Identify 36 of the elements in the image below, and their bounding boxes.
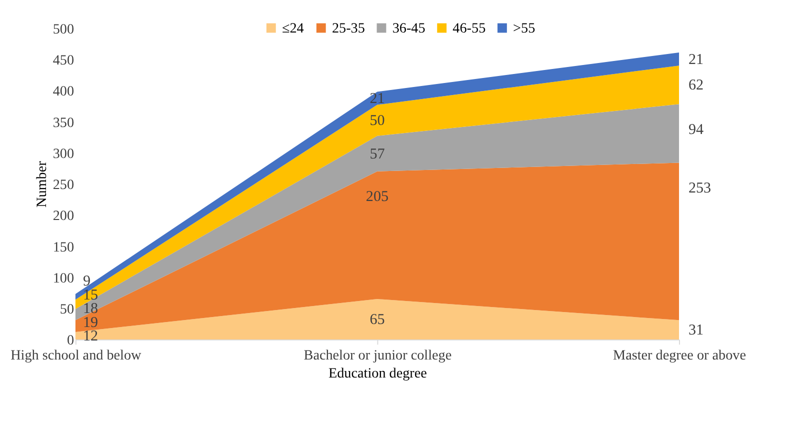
y-tick-label: 250 [52,177,74,194]
y-tick-label: 200 [52,208,74,224]
legend-label: 25-35 [332,20,365,37]
data-label: 65 [370,312,385,328]
legend-label: 36-45 [392,20,426,37]
data-label: 15 [82,287,98,304]
y-tick-label: 400 [52,84,74,100]
data-label: 62 [688,78,704,94]
data-label: 21 [688,52,704,68]
data-label: 19 [82,314,98,331]
y-tick-label: 450 [52,52,74,69]
data-label: 57 [370,146,386,162]
data-label: 18 [82,301,98,318]
y-tick-label: 100 [52,270,74,286]
legend-label: >55 [513,20,536,37]
legend-label: ≤24 [282,20,304,37]
legend-label: 46-55 [452,20,486,37]
y-tick-label: 50 [60,302,74,318]
y-tick-label: 0 [66,332,74,349]
x-axis-title: Education degree [328,366,427,382]
y-tick-label: 350 [52,114,74,131]
data-label: 205 [366,189,389,206]
data-label: 50 [370,113,385,130]
y-tick-label: 500 [52,21,74,38]
data-label: 31 [688,322,704,339]
x-tick-label: Bachelor or junior college [304,348,452,364]
data-label: 9 [82,274,91,290]
data-label: 253 [688,180,712,196]
data-label: 12 [82,328,98,344]
data-label: 94 [688,122,704,138]
y-tick-label: 150 [52,239,74,256]
y-axis-title: Number [34,160,50,208]
x-tick-label: High school and below [10,348,142,364]
x-tick-label: Master degree or above [613,348,746,364]
y-tick-label: 300 [52,146,74,162]
data-label: 21 [370,90,385,107]
